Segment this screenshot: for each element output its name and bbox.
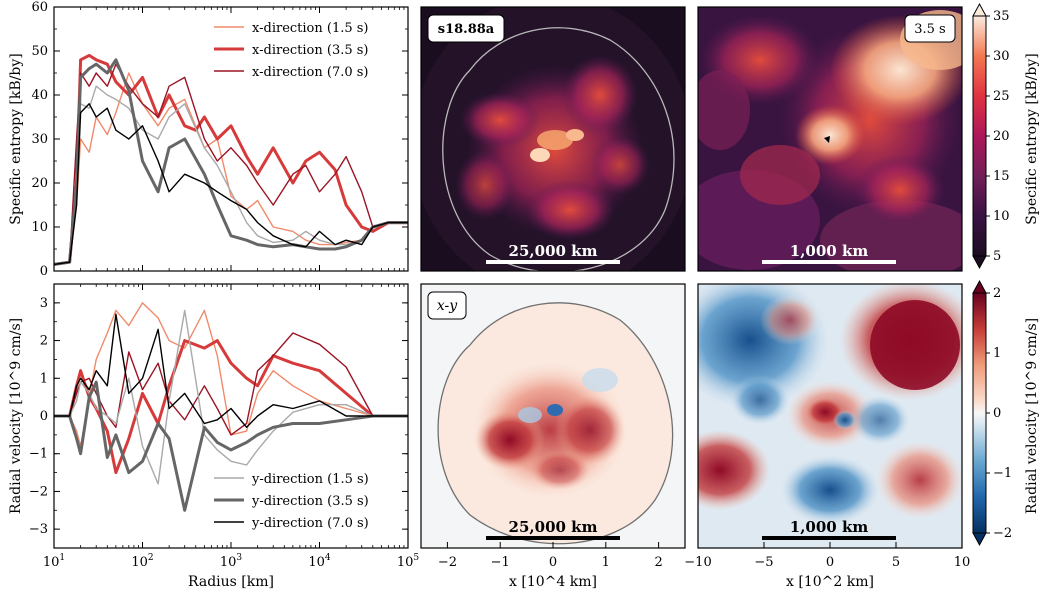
velocity-profile-plot: 101 102 103 104 105 −3 −2 −1 0 1 2 3 Radial velocit… [8, 283, 420, 590]
series-line-x35 [54, 339, 408, 475]
y-tick-label: 40 [31, 88, 48, 103]
entropy-y-axis-label: Specific entropy [kB/by] [8, 53, 24, 224]
series-line-y15 [54, 309, 408, 485]
legend-label-x15: x-direction (1.5 s) [252, 21, 369, 36]
colorbar-tick-label: 5 [993, 249, 1001, 264]
map-x-tick-label: −2 [438, 555, 457, 570]
map-x-tick-label: 2 [654, 555, 662, 570]
plane-badge [427, 291, 467, 320]
entropy-map-zoom: 3.5 s 1,000 km [697, 6, 963, 272]
y-tick-label: 1 [40, 371, 48, 386]
x-tick-label: 105 [397, 553, 420, 570]
y-tick-label: 60 [31, 0, 48, 15]
entropy-map-large-scale: s18.88a 25,000 km [420, 6, 686, 272]
plane-badge-label: x-y [437, 298, 458, 314]
map-x-tick-label: 0 [549, 555, 557, 570]
scalebar-velocity-zoom-label: 1,000 km [790, 518, 869, 536]
colorbar-tick-label: −2 [993, 526, 1012, 541]
entropy-legend: x-direction (1.5 s) x-direction (3.5 s) x-… [214, 21, 369, 80]
y-tick-label: −1 [29, 447, 48, 462]
y-tick-label: 50 [31, 44, 48, 59]
y-tick-label: 0 [40, 409, 48, 424]
y-tick-label: −3 [29, 522, 48, 537]
y-tick-label: 0 [40, 264, 48, 279]
y-tick-label: 2 [40, 334, 48, 349]
velocity-colorbar: −2 −1 0 1 2 Radial velocity [10^9 cm/s] [972, 279, 1040, 547]
velocity-plot-frame [53, 283, 409, 549]
entropy-profile-plot: 0 10 20 30 40 50 60 Specific entropy [kB/by] x… [8, 0, 409, 279]
velocity-colorbar-label: Radial velocity [10^9 cm/s] [1024, 318, 1040, 514]
scalebar-label: 25,000 km [509, 242, 598, 260]
velocity-y-axis-label: Radial velocity [10^9 cm/s] [8, 318, 24, 514]
legend-label-y15: y-direction (1.5 s) [251, 472, 369, 487]
time-badge [904, 14, 956, 43]
velocity-legend: y-direction (1.5 s) y-direction (3.5 s) y-… [214, 472, 369, 531]
entropy-colorbar-label: Specific entropy [kB/by] [1024, 53, 1040, 224]
y-tick-label: 20 [31, 176, 48, 191]
entropy-plot-frame [53, 6, 409, 272]
map-x-tick-label: −5 [754, 555, 773, 570]
shock-front-contour [442, 27, 675, 271]
velocity-zoom-x-label: x [10^2 km] [786, 574, 874, 590]
map-x-tick-label: 1 [602, 555, 610, 570]
scalebar-velocity-label: 25,000 km [509, 518, 598, 536]
map-x-tick-label: −1 [491, 555, 510, 570]
model-badge [427, 14, 505, 43]
x-tick-label: 101 [43, 553, 65, 570]
entropy-colorbar: 5 10 15 20 25 30 35 Specific entropy [kB/by] [972, 2, 1040, 270]
velocity-map-zoom: 1,000 km −10 −5 0 5 10 x [10^2 km] [684, 283, 971, 590]
series-line-x70 [54, 332, 408, 436]
colorbar-tick-label: 35 [993, 9, 1010, 24]
map-x-tick-label: 10 [954, 555, 971, 570]
series-line-y70 [54, 103, 408, 266]
legend-label-x35: x-direction (3.5 s) [252, 43, 369, 58]
series-line-x35 [54, 53, 408, 266]
colorbar-tick-label: 30 [993, 49, 1010, 64]
shock-front-contour-velocity [437, 302, 674, 545]
colorbar-tick-label: 1 [993, 346, 1001, 361]
y-tick-label: −2 [29, 484, 48, 499]
series-line-y35 [54, 380, 408, 512]
legend-label-y35: y-direction (3.5 s) [251, 494, 369, 509]
colorbar-tick-label: 15 [993, 169, 1010, 184]
scalebar-zoom-label: 1,000 km [790, 242, 869, 260]
colorbar-tick-label: −1 [993, 466, 1012, 481]
y-tick-label: 3 [40, 296, 48, 311]
series-line-y70 [54, 313, 408, 428]
legend-label-y70: y-direction (7.0 s) [251, 516, 369, 531]
model-badge-label: s18.88a [438, 22, 495, 37]
x-tick-label: 102 [131, 553, 153, 570]
map-x-tick-label: 0 [826, 555, 834, 570]
map-x-tick-label: 5 [892, 555, 900, 570]
velocity-map-large-scale: x-y 25,000 km −2 −1 0 1 2 x [10^4 km] [420, 283, 686, 590]
colorbar-tick-label: 20 [993, 129, 1010, 144]
series-line-y15 [54, 85, 408, 266]
colorbar-tick-label: 2 [993, 286, 1001, 301]
y-tick-label: 30 [31, 132, 48, 147]
x-tick-label: 103 [220, 553, 243, 570]
x-tick-label: 104 [308, 553, 331, 570]
colorbar-tick-label: 25 [993, 89, 1010, 104]
velocity-map-x-label: x [10^4 km] [509, 574, 597, 590]
colorbar-tick-label: 10 [993, 209, 1010, 224]
time-badge-label: 3.5 s [914, 22, 945, 37]
y-tick-label: 10 [31, 220, 48, 235]
legend-label-x70: x-direction (7.0 s) [252, 65, 369, 80]
series-line-x70 [54, 63, 408, 266]
series-line-x15 [54, 302, 408, 447]
map-x-tick-label: −10 [684, 555, 711, 570]
series-line-y35 [54, 58, 408, 266]
series-line-x15 [54, 72, 408, 266]
colorbar-tick-label: 0 [993, 406, 1001, 421]
radius-x-axis-label: Radius [km] [188, 574, 274, 590]
